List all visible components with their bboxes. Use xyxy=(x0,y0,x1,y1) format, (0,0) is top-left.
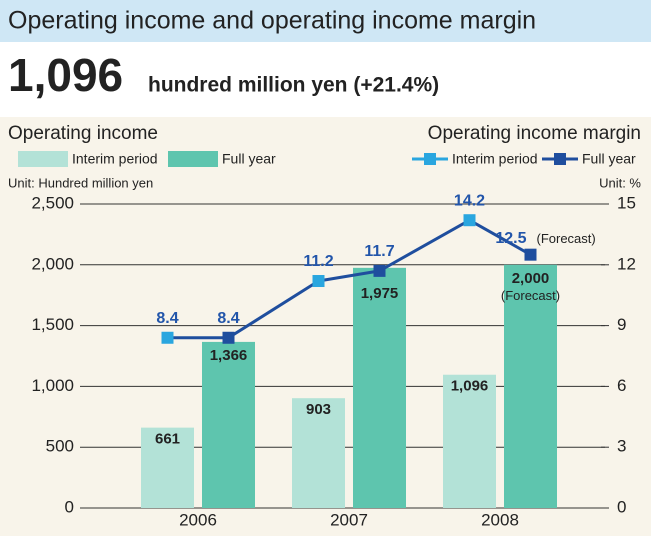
bar-value-label: 903 xyxy=(306,401,331,418)
margin-marker xyxy=(161,331,174,344)
y-unit: Unit: Hundred million yen xyxy=(8,175,153,190)
bar xyxy=(353,267,406,508)
y2-tick-label: 3 xyxy=(617,437,626,456)
margin-value-label: 14.2 xyxy=(454,192,485,209)
y-tick-label: 2,000 xyxy=(31,254,74,273)
y-tick-label: 500 xyxy=(46,437,74,456)
bar-value-label: 1,975 xyxy=(361,285,399,302)
margin-marker xyxy=(463,214,476,227)
x-tick-label: 2006 xyxy=(179,510,217,529)
legend-marker xyxy=(554,153,566,165)
bar xyxy=(141,427,194,508)
margin-value-label: 8.4 xyxy=(156,310,178,327)
margin-marker xyxy=(524,248,537,261)
margin-marker xyxy=(222,331,235,344)
y-axis-title: Operating income xyxy=(8,123,158,144)
annotation: (Forecast) xyxy=(537,231,596,246)
headline-value: 1,096 xyxy=(8,49,123,101)
margin-value-label: 11.2 xyxy=(303,253,333,270)
margin-marker xyxy=(312,275,325,288)
x-tick-label: 2008 xyxy=(481,510,519,529)
y2-tick-label: 12 xyxy=(617,254,636,273)
y-tick-label: 0 xyxy=(65,497,74,516)
margin-marker xyxy=(373,264,386,277)
margin-line-segment xyxy=(378,218,471,273)
y-tick-label: 1,500 xyxy=(31,315,74,334)
annotation: (Forecast) xyxy=(501,288,560,303)
bar xyxy=(202,341,255,508)
legend-label: Full year xyxy=(222,151,276,167)
legend-swatch xyxy=(168,151,218,167)
header-band xyxy=(0,0,651,42)
bar-value-label: 2,000 xyxy=(512,270,550,287)
margin-value-label: 8.4 xyxy=(217,310,239,327)
legend-marker xyxy=(424,153,436,165)
legend-label: Interim period xyxy=(72,151,158,167)
legend-label: Full year xyxy=(582,151,636,167)
bar-value-label: 1,366 xyxy=(210,347,248,364)
y2-axis-title: Operating income margin xyxy=(428,123,641,144)
margin-line-segment xyxy=(227,279,320,340)
margin-line-segment xyxy=(318,269,380,283)
y2-tick-label: 15 xyxy=(617,193,636,212)
margin-line-segment xyxy=(468,218,532,256)
legend-label: Interim period xyxy=(452,151,538,167)
y-tick-label: 1,000 xyxy=(31,376,74,395)
y2-tick-label: 6 xyxy=(617,376,626,395)
y2-tick-label: 9 xyxy=(617,315,626,334)
legend-swatch xyxy=(18,151,68,167)
y2-unit: Unit: % xyxy=(599,175,641,190)
margin-value-label: 11.7 xyxy=(364,243,394,260)
bar xyxy=(292,398,345,508)
y-tick-label: 2,500 xyxy=(31,193,74,212)
bar-value-label: 661 xyxy=(155,431,180,448)
y2-tick-label: 0 xyxy=(617,497,626,516)
bar xyxy=(504,264,557,508)
headline-note: hundred million yen (+21.4%) xyxy=(148,74,439,97)
bar xyxy=(443,374,496,508)
x-tick-label: 2007 xyxy=(330,510,368,529)
margin-value-label: 12.5 xyxy=(495,230,526,247)
bar-value-label: 1,096 xyxy=(451,378,489,395)
page-title: Operating income and operating income ma… xyxy=(8,7,536,35)
